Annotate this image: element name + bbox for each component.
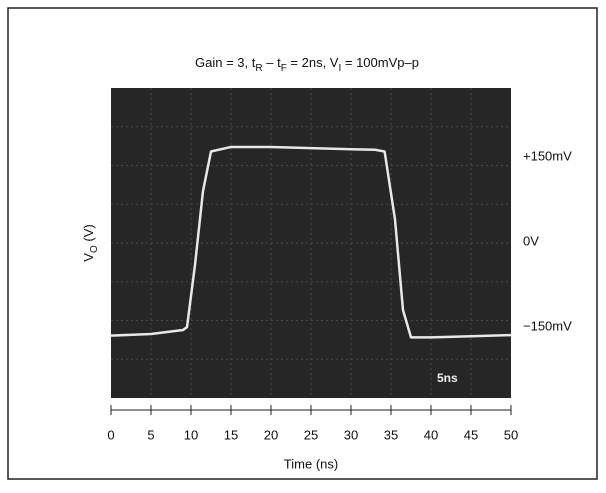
subscript: I (338, 63, 341, 74)
waveform (110, 145, 512, 339)
x-tick-label: 35 (384, 427, 398, 442)
x-tick-label: 10 (184, 427, 198, 442)
text-part: = 2ns, V (287, 55, 339, 70)
x-tick-label: 45 (464, 427, 478, 442)
chart-title: Gain = 3, tR – tF = 2ns, VI = 100mVp–p (195, 55, 419, 73)
text-part: (V) (81, 224, 96, 245)
y-axis-label: VO (V) (81, 224, 99, 261)
scope-grid (111, 88, 511, 398)
y-tick-label: 0V (523, 234, 539, 249)
x-tick-label: 50 (504, 427, 518, 442)
text-part: – t (263, 55, 281, 70)
subscript: F (281, 63, 287, 74)
annotation: 5ns (437, 371, 458, 385)
y-tick-label: +150mV (523, 149, 572, 164)
y-tick-label: −150mV (523, 319, 572, 334)
x-tick-label: 40 (424, 427, 438, 442)
text-part: = 100mVp–p (341, 55, 419, 70)
subscript: R (255, 63, 262, 74)
x-tick-label: 20 (264, 427, 278, 442)
x-axis-label: Time (ns) (284, 456, 338, 471)
subscript: O (89, 245, 100, 253)
x-tick-label: 15 (224, 427, 238, 442)
text-part: Gain = 3, t (195, 55, 256, 70)
x-tick-label: 0 (107, 427, 114, 442)
x-tick-label: 25 (304, 427, 318, 442)
x-tick-label: 30 (344, 427, 358, 442)
x-tick-label: 5 (147, 427, 154, 442)
text-part: V (81, 253, 96, 262)
